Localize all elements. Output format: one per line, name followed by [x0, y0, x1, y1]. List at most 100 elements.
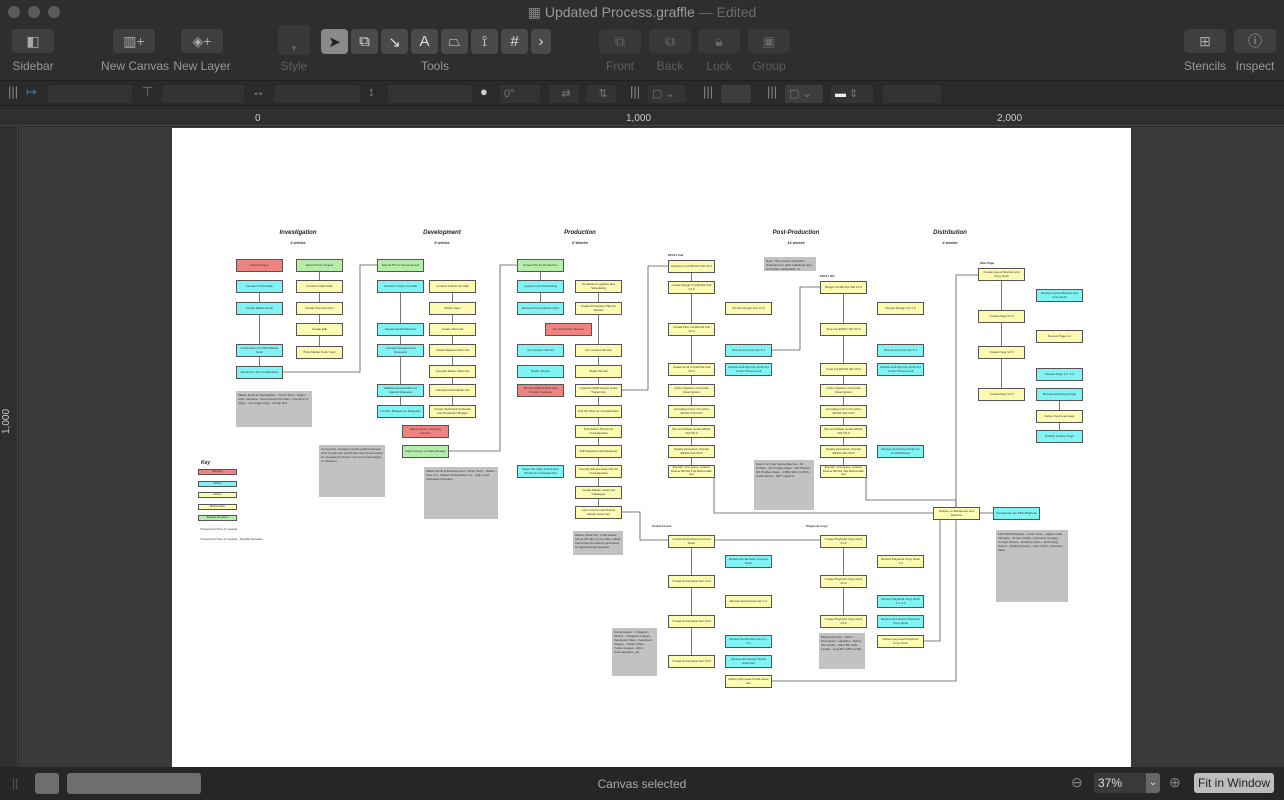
diagram-node[interactable]: Compile Master Shot List — [429, 365, 476, 378]
diagram-node[interactable]: Create Playbook Copy Deck V3.0 — [820, 615, 867, 628]
diagram-node[interactable]: Mix and Master Audio EP101 30s V5.0 — [820, 425, 867, 438]
height-field[interactable] — [388, 85, 472, 103]
diagram-node[interactable]: Pre-Production Review — [545, 323, 592, 336]
pen-tool[interactable]: ⏢ — [441, 29, 468, 54]
diagram-node[interactable]: Write Master Deck Copy — [296, 346, 343, 359]
diagram-node[interactable]: Deliver on Sharepoint and Hardrive — [933, 507, 980, 520]
diagram-node[interactable]: Review Pre-Production Plan — [517, 302, 564, 315]
diagram-node[interactable]: Departmental Planning — [377, 323, 424, 336]
diagram-node[interactable]: Review for Tier Amplification — [236, 366, 283, 379]
diagram-node[interactable]: Pull Departmental Requests — [575, 445, 622, 458]
diagram-node[interactable]: Review and Approve Final Cut 3.0 for Pic… — [725, 363, 772, 376]
stroke-color-well[interactable]: ▬ ⇕ — [831, 85, 873, 103]
diagram-node[interactable]: Create Request Shot List — [429, 344, 476, 357]
fill-color-well[interactable] — [721, 85, 751, 103]
inspect-button[interactable]: ⓘ — [1234, 29, 1276, 53]
diagram-node[interactable]: Adjust Scope or Adjust Budget — [402, 445, 449, 458]
flip-horizontal-button[interactable]: ⇄ — [549, 85, 579, 103]
diagram-node[interactable]: Review and Accept Social Asset Set — [725, 655, 772, 668]
diagram-node[interactable]: Conduct Initial Calls — [296, 280, 343, 293]
diagram-node[interactable]: Order Captions and Audio Descriptions — [668, 384, 715, 397]
diagram-node[interactable]: Quality Assurance Checks EP101 Full V6.0 — [668, 445, 715, 458]
diagram-tool[interactable]: # — [501, 29, 528, 54]
zoom-in-icon[interactable]: ⊕ — [1169, 774, 1181, 790]
diagram-node[interactable]: Fine Cut EP101 30s V2.0 — [820, 323, 867, 336]
diagram-node[interactable]: Deliver Approved page — [1036, 410, 1083, 423]
diagram-node[interactable]: Review Social Asset Concept Deck — [725, 555, 772, 568]
diagram-node[interactable]: Create Page V3.0 — [978, 388, 1025, 401]
diagram-node[interactable]: Refine Spec — [429, 302, 476, 315]
rotation-field[interactable]: 0° — [500, 85, 540, 103]
diagram-node[interactable]: Raise PO for Project — [296, 259, 343, 272]
stroke-width-field[interactable] — [883, 85, 941, 103]
diagram-node[interactable]: Encode, Compress, Upload, Deliver EP101 … — [668, 465, 715, 478]
diagram-node[interactable]: Complete Color Correction EP101 30s V4.0 — [820, 405, 867, 418]
diagram-node[interactable]: Create Social Asset Set V1.0 — [668, 575, 715, 588]
diagram-node[interactable]: Quality Assurance Checks EP101 30s V6.0 — [820, 445, 867, 458]
minimize-window-button[interactable] — [28, 6, 40, 18]
diagram-node[interactable]: Deliver Approved Social Asset Set — [725, 675, 772, 688]
diagram-node[interactable]: Review Playbook Copy Deck 1.0 — [877, 555, 924, 568]
sidebar-button[interactable]: ◧ — [12, 29, 54, 53]
group-button[interactable]: ▣ — [748, 29, 790, 53]
diagram-node[interactable]: Create Rough Cut EP101 Full V1.0 — [668, 281, 715, 294]
diagram-node[interactable]: Review Fine Cut 2.0, 2.1 — [725, 344, 772, 357]
diagram-node[interactable]: Review and Accept Page — [1036, 388, 1083, 401]
diagram-node[interactable]: Create Edit — [296, 323, 343, 336]
diagram-node[interactable]: Studio Shoots — [517, 365, 564, 378]
diagram-node[interactable]: Conduct Initial Calls — [236, 280, 283, 293]
diagram-node[interactable]: Create Page V2.0 — [978, 346, 1025, 359]
diagram-node[interactable]: Compile Departmental Requests — [377, 344, 424, 357]
zoom-dropdown[interactable]: 37% ⌄ — [1094, 773, 1160, 793]
y-position-field[interactable] — [162, 85, 244, 103]
lock-button[interactable]: 🔒︎ — [698, 29, 740, 53]
diagram-node[interactable]: Create Social Asset Concept Deck — [668, 535, 715, 548]
diagram-node[interactable]: Review and Accept Final Cut for Distribu… — [877, 445, 924, 458]
diagram-node[interactable]: Conduct Follow Up Calls — [429, 280, 476, 293]
diagram-node[interactable]: Order Captions and Audio Descriptions — [820, 384, 867, 397]
diagram-node[interactable]: Encode, Compress, Upload, Deliver EP101 … — [820, 465, 867, 478]
diagram-node[interactable]: Review Page 1.0 — [1036, 330, 1083, 343]
diagram-node[interactable]: Conduct Follow Up Calls — [377, 280, 424, 293]
new-canvas-button[interactable]: ▥+ — [113, 29, 155, 53]
diagram-node[interactable]: Extend PO for Production — [517, 259, 564, 272]
canvas-selector[interactable] — [67, 773, 201, 794]
diagram-node[interactable]: Review Layout Mockup and Copy Deck — [1036, 289, 1083, 302]
text-tool[interactable]: A — [411, 29, 438, 54]
zoom-out-icon[interactable]: ⊖ — [1071, 774, 1083, 790]
rotation-knob-icon[interactable]: ● — [480, 84, 488, 99]
diagram-node[interactable]: Compile Review Asset Set for Considerati… — [575, 465, 622, 478]
diagram-node[interactable]: Create Fine Cut EP101 Full V2.0 — [668, 323, 715, 336]
width-field[interactable] — [274, 85, 360, 103]
diagram-node[interactable]: Create Playbook Copy Deck V1.0 — [820, 535, 867, 548]
diagram-node[interactable]: Review and Accept Playbook Copy Deck — [877, 615, 924, 628]
diagram-node[interactable]: Incorporate into PDA Master Deck — [236, 344, 283, 357]
front-button[interactable]: ⧉ — [599, 29, 641, 53]
diagram-node[interactable]: Director's Cut EP101 Full V0.0 — [668, 260, 715, 273]
shape-tool[interactable]: ⧉ — [351, 29, 378, 54]
diagram-node[interactable]: Incorporate into PDA Playbook — [993, 507, 1040, 520]
diagram-node[interactable]: Compile Deliverables List — [429, 384, 476, 397]
diagram-node[interactable]: Create Production Plan for Review — [575, 302, 622, 315]
diagram-node[interactable]: Review Fine Cut 2.0, 2.1 — [877, 344, 924, 357]
selection-tool[interactable]: ➤ — [321, 29, 348, 54]
diagram-node[interactable]: Create Master Deck — [236, 302, 283, 315]
zoom-window-button[interactable] — [48, 6, 60, 18]
diagram-node[interactable]: Create Master Asset List Catalogue — [575, 486, 622, 499]
diagram-node[interactable]: Color Correct and Deliver Master Asset S… — [575, 506, 622, 519]
layers-toggle-button[interactable] — [35, 773, 59, 794]
diagram-node[interactable]: Review Playbook Copy Deck 2.1, 2.2 — [877, 595, 924, 608]
diagram-node[interactable]: Review and Approve Final Cut 3.0 for Pic… — [877, 363, 924, 376]
diagram-node[interactable]: Studio Shoots — [575, 365, 622, 378]
diagram-node[interactable]: Create Workback Schedule and Production … — [429, 405, 476, 418]
diagram-node[interactable]: Create Social Asset Set V2.0 — [668, 615, 715, 628]
diagram-node[interactable]: Master Deck / Planning Review — [402, 425, 449, 438]
diagram-node[interactable]: Mix and Master Audio EP101 Full V5.0 — [668, 425, 715, 438]
point-editor-tool[interactable]: ⟟ — [471, 29, 498, 54]
diagram-node[interactable]: Create Page V1.0 — [978, 310, 1025, 323]
canvas-page[interactable]: Investigation 4 weeks Development 8 weeks Pr… — [172, 128, 1131, 767]
diagram-node[interactable]: Pull 4K Clips for Consideration — [575, 405, 622, 418]
flip-vertical-button[interactable]: ⇅ — [586, 85, 616, 103]
more-tools-button[interactable]: › — [531, 29, 551, 54]
diagram-node[interactable]: Review Rough Cut 1.0 — [877, 302, 924, 315]
